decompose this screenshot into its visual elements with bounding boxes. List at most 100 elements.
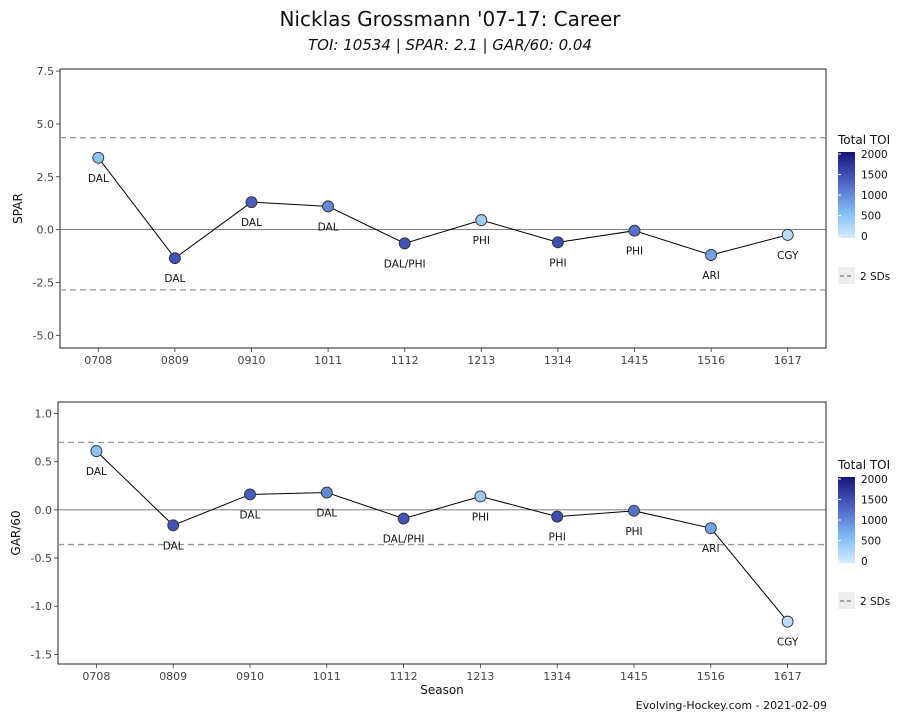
data-point xyxy=(705,249,718,261)
legend-colorbar xyxy=(838,152,855,238)
y-tick-label: -5.0 xyxy=(33,329,54,342)
data-point xyxy=(398,237,411,250)
x-tick-label: 0708 xyxy=(82,670,110,683)
data-point xyxy=(704,522,717,535)
point-team-label: PHI xyxy=(549,532,566,544)
gar60-panel: 1.0 0.5 0.0 -0.5 -1.0 -1.5 0708 0809 0910 1011 111… xyxy=(9,401,890,697)
point-team-label: PHI xyxy=(473,235,490,247)
legend-sd-label: 2 SDs xyxy=(860,596,890,608)
spar-panel: 7.5 5.0 2.5 0.0 -2.5 -5.0 0708 0809 0910 1011 1112… xyxy=(11,65,890,367)
point-team-label: PHI xyxy=(549,257,566,269)
data-point xyxy=(628,504,640,517)
point-team-label: CGY xyxy=(777,250,799,262)
y-axis-label: GAR/60 xyxy=(9,510,23,555)
x-tick-label: 0809 xyxy=(159,670,187,683)
data-point xyxy=(244,488,256,501)
data-point xyxy=(551,510,564,523)
plot-frame xyxy=(57,401,827,665)
point-team-label: ARI xyxy=(702,543,720,555)
legend-tick-label: 2000 xyxy=(861,149,888,161)
data-point xyxy=(90,445,103,458)
x-axis-label: Season xyxy=(420,683,464,697)
x-tick-label: 1314 xyxy=(543,670,571,683)
point-team-label: DAL xyxy=(240,509,261,521)
legend-title: Total TOI xyxy=(837,458,890,472)
x-tick-label: 1314 xyxy=(544,354,572,367)
chart-subtitle: TOI: 10534 | SPAR: 2.1 | GAR/60: 0.04 xyxy=(308,36,592,54)
x-tick-label: 1112 xyxy=(390,670,418,683)
data-point xyxy=(474,490,487,503)
x-tick-label: 1516 xyxy=(697,670,725,683)
legend-sd-key xyxy=(838,267,855,284)
x-tick-label: 0910 xyxy=(236,670,264,683)
point-team-label: ARI xyxy=(702,270,720,282)
y-tick-label: -1.5 xyxy=(31,648,52,661)
x-tick-label: 0708 xyxy=(84,354,112,367)
data-point xyxy=(168,252,181,265)
y-tick-label: 0.0 xyxy=(37,224,55,237)
y-tick-label: 2.5 xyxy=(37,171,55,184)
legend-tick-label: 1500 xyxy=(861,495,888,507)
point-team-label: DAL xyxy=(164,273,185,285)
footer-credit: Evolving-Hockey.com - 2021-02-09 xyxy=(635,699,827,712)
x-tick-label: 1112 xyxy=(391,354,419,367)
data-point xyxy=(397,512,410,525)
data-point xyxy=(628,224,641,237)
point-team-label: PHI xyxy=(626,246,643,258)
x-tick-label: 1213 xyxy=(466,670,494,683)
point-team-label: PHI xyxy=(472,511,489,523)
data-point xyxy=(551,236,564,249)
x-tick-label: 1516 xyxy=(697,354,725,367)
legend-sd-label: 2 SDs xyxy=(860,271,890,283)
x-tick-label: 1011 xyxy=(313,670,341,683)
data-point xyxy=(245,196,258,209)
y-tick-label: 0.5 xyxy=(35,456,53,469)
y-tick-label: -0.5 xyxy=(31,552,52,565)
legend-title: Total TOI xyxy=(837,133,890,147)
point-team-label: DAL xyxy=(316,508,337,520)
data-point xyxy=(322,200,335,213)
point-team-label: DAL xyxy=(318,221,339,233)
y-tick-label: 1.0 xyxy=(35,408,53,421)
x-tick-label: 1213 xyxy=(467,354,495,367)
chart-title: Nicklas Grossmann '07-17: Career xyxy=(279,7,621,31)
x-tick-label: 1617 xyxy=(774,670,802,683)
y-tick-label: 7.5 xyxy=(37,65,55,78)
x-tick-label: 1617 xyxy=(774,354,802,367)
point-team-label: DAL xyxy=(163,540,184,552)
series-line xyxy=(97,157,788,259)
legend-tick-label: 0 xyxy=(861,231,868,243)
point-team-label: DAL/PHI xyxy=(384,258,426,270)
x-tick-label: 1011 xyxy=(314,354,342,367)
legend-tick-label: 500 xyxy=(861,211,881,223)
y-tick-label: 5.0 xyxy=(37,118,55,131)
point-team-label: DAL xyxy=(241,217,262,229)
data-point xyxy=(781,228,794,241)
legend-sd-key xyxy=(838,592,855,609)
legend-tick-label: 0 xyxy=(861,556,868,568)
x-tick-label: 0910 xyxy=(238,354,266,367)
legend-tick-label: 1000 xyxy=(861,515,888,527)
data-point xyxy=(320,486,333,499)
point-team-label: DAL xyxy=(86,466,107,478)
x-tick-label: 1415 xyxy=(620,670,648,683)
legend-colorbar xyxy=(838,477,855,563)
data-point xyxy=(167,519,180,532)
y-tick-label: -1.0 xyxy=(31,600,52,613)
plot-frame xyxy=(59,68,827,349)
series-line xyxy=(96,450,788,622)
data-point xyxy=(475,214,488,227)
point-team-label: CGY xyxy=(777,637,799,649)
y-axis-label: SPAR xyxy=(11,193,25,224)
x-tick-label: 1415 xyxy=(621,354,649,367)
point-team-label: PHI xyxy=(625,526,642,538)
legend-tick-label: 500 xyxy=(861,536,881,548)
y-tick-label: -2.5 xyxy=(33,276,54,289)
legend-tick-label: 1500 xyxy=(861,170,888,182)
x-tick-label: 0809 xyxy=(161,354,189,367)
legend-tick-label: 2000 xyxy=(861,474,888,486)
point-team-label: DAL/PHI xyxy=(383,534,425,546)
legend-tick-label: 1000 xyxy=(861,190,888,202)
y-tick-label: 0.0 xyxy=(35,504,53,517)
